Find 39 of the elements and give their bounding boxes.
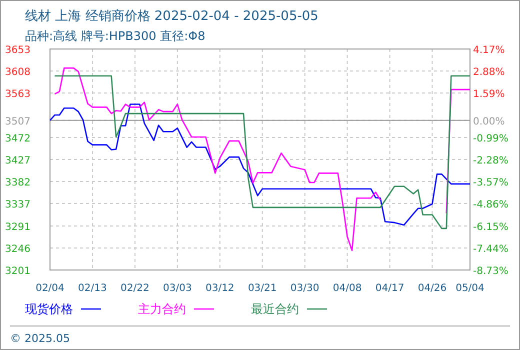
x-tick-label: 03/21 — [248, 283, 277, 294]
y2-tick-label: 0.00% — [473, 116, 505, 128]
x-tick-label: 02/13 — [78, 283, 107, 294]
x-tick-label: 04/26 — [418, 283, 447, 294]
y-tick-label: 3507 — [5, 116, 30, 128]
x-tick-label: 05/04 — [456, 283, 484, 294]
y2-tick-label: 4.17% — [473, 45, 505, 56]
text: © 2025.05 — [10, 332, 70, 345]
legend-label: 现货价格 — [25, 302, 73, 316]
y2-tick-label: -2.28% — [473, 156, 508, 166]
legend-label: 最近合约 — [251, 302, 299, 316]
x-tick-label: 02/04 — [36, 283, 64, 294]
x-tick-label: 03/30 — [290, 283, 320, 294]
x-tick-label: 03/12 — [205, 283, 234, 294]
x-tick-label: 04/08 — [332, 283, 362, 294]
y-tick-label: 3427 — [5, 156, 30, 166]
y2-tick-label: 2.88% — [473, 67, 505, 78]
subtitle: 品种:高线 牌号:HPB300 直径:Φ8 — [25, 29, 206, 43]
y2-tick-label: -0.99% — [473, 133, 508, 144]
y2-tick-label: -6.15% — [473, 222, 508, 233]
y-tick-label: 3291 — [5, 222, 30, 233]
y-tick-label: 3472 — [5, 134, 30, 144]
y2-tick-label: -3.57% — [473, 178, 508, 189]
y-tick-label: 3563 — [5, 89, 30, 100]
x-tick-label: 02/22 — [120, 283, 150, 294]
legend-label: 主力合约 — [138, 302, 186, 316]
x-tick-label: 03/03 — [163, 283, 192, 294]
y-tick-label: 3201 — [5, 266, 30, 277]
y-tick-label: 3337 — [5, 200, 30, 211]
y-tick-label: 3246 — [5, 244, 30, 255]
title: 线材 上海 经销商价格 2025-02-04 - 2025-05-05 — [25, 9, 318, 24]
y2-tick-label: 1.59% — [473, 89, 505, 100]
y-tick-label: 3653 — [5, 45, 30, 56]
y-tick-label: 3608 — [5, 67, 30, 78]
y2-tick-label: -8.73% — [473, 266, 508, 277]
y-tick-label: 3382 — [5, 178, 30, 188]
y2-tick-label: -4.86% — [473, 200, 508, 211]
x-tick-label: 04/17 — [375, 283, 404, 294]
y2-tick-label: -7.44% — [473, 244, 508, 255]
